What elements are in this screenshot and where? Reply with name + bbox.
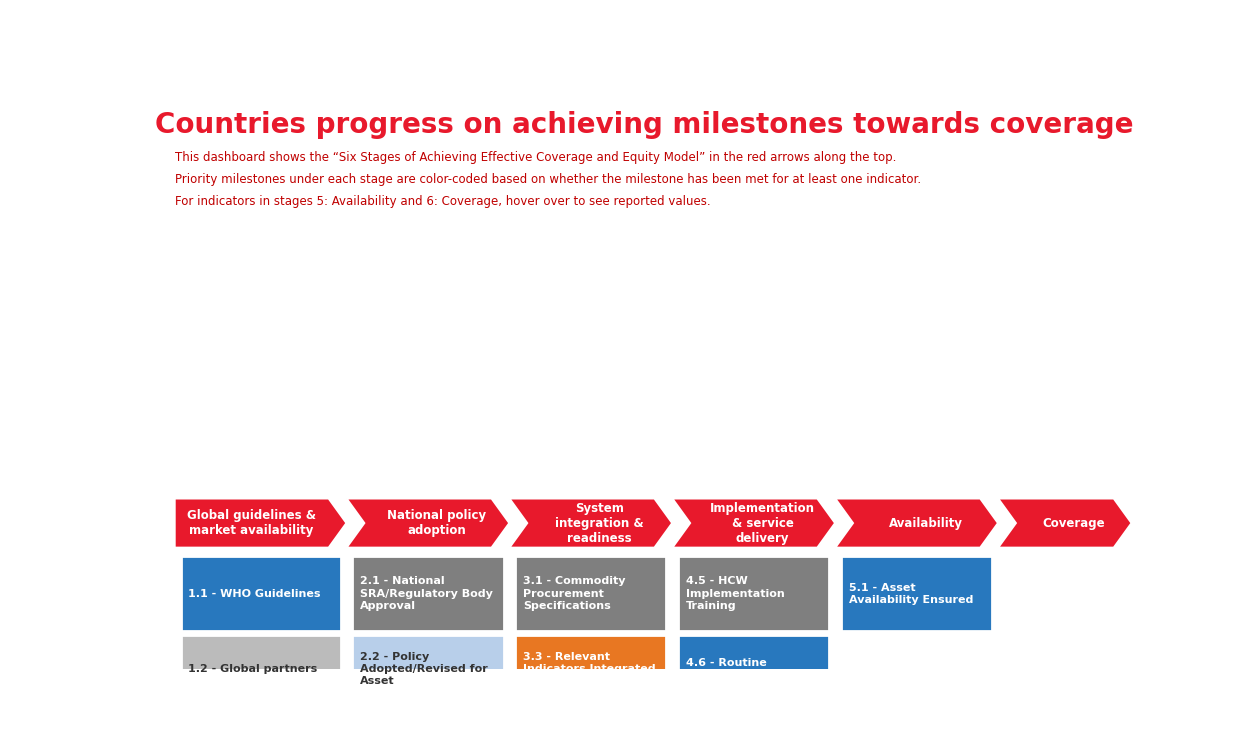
Text: For indicators in stages 5: Availability and 6: Coverage, hover over to see repo: For indicators in stages 5: Availability… (175, 195, 710, 208)
Text: Global guidelines &
market availability: Global guidelines & market availability (187, 509, 317, 537)
Text: System
integration &
readiness: System integration & readiness (556, 502, 644, 544)
FancyBboxPatch shape (352, 707, 504, 752)
Polygon shape (672, 499, 835, 547)
Text: 1.2 - Global partners: 1.2 - Global partners (189, 664, 318, 674)
Text: 3.1 - Commodity
Procurement
Specifications: 3.1 - Commodity Procurement Specificatio… (523, 576, 626, 611)
FancyBboxPatch shape (352, 556, 504, 631)
Text: Priority milestones under each stage are color-coded based on whether the milest: Priority milestones under each stage are… (175, 173, 921, 186)
FancyBboxPatch shape (515, 556, 666, 631)
Text: 3.3 - Relevant
Indicators Integrated
into HMIS: 3.3 - Relevant Indicators Integrated int… (523, 651, 656, 687)
FancyBboxPatch shape (841, 556, 992, 631)
Text: This dashboard shows the “Six Stages of Achieving Effective Coverage and Equity : This dashboard shows the “Six Stages of … (175, 151, 896, 164)
Polygon shape (998, 499, 1131, 547)
Text: 5.1 - Asset
Availability Ensured: 5.1 - Asset Availability Ensured (848, 583, 973, 605)
Polygon shape (835, 499, 998, 547)
FancyBboxPatch shape (181, 635, 341, 703)
Text: Coverage: Coverage (1042, 517, 1105, 529)
Text: Availability: Availability (889, 517, 963, 529)
Polygon shape (347, 499, 509, 547)
Text: 1.1 - WHO Guidelines: 1.1 - WHO Guidelines (189, 589, 321, 599)
Text: 4.6 - Routine
Mentorship: 4.6 - Routine Mentorship (686, 658, 767, 681)
Text: Implementation
& service
delivery: Implementation & service delivery (710, 502, 815, 544)
Text: Countries progress on achieving milestones towards coverage: Countries progress on achieving mileston… (155, 111, 1134, 138)
Polygon shape (175, 499, 347, 547)
FancyBboxPatch shape (515, 707, 666, 752)
Text: 3.4 - Training
Curricula Updated: 3.4 - Training Curricula Updated (523, 726, 636, 748)
Text: 2.2 - Policy
Adopted/Revised for
Asset: 2.2 - Policy Adopted/Revised for Asset (360, 651, 488, 687)
Text: National policy
adoption: National policy adoption (387, 509, 486, 537)
FancyBboxPatch shape (678, 556, 830, 631)
FancyBboxPatch shape (678, 635, 830, 703)
Text: 4.5 - HCW
Implementation
Training: 4.5 - HCW Implementation Training (686, 576, 784, 611)
FancyBboxPatch shape (515, 635, 666, 703)
FancyBboxPatch shape (352, 635, 504, 703)
Text: 2.1 - National
SRA/Regulatory Body
Approval: 2.1 - National SRA/Regulatory Body Appro… (360, 576, 493, 611)
Polygon shape (509, 499, 672, 547)
Text: 2.4 - Clinical
Guidelines: 2.4 - Clinical Guidelines (360, 726, 437, 748)
FancyBboxPatch shape (181, 556, 341, 631)
